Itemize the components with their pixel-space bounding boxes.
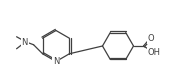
Text: O: O — [148, 34, 154, 43]
Text: OH: OH — [148, 48, 160, 57]
Text: N: N — [53, 57, 59, 66]
Text: N: N — [21, 38, 28, 47]
